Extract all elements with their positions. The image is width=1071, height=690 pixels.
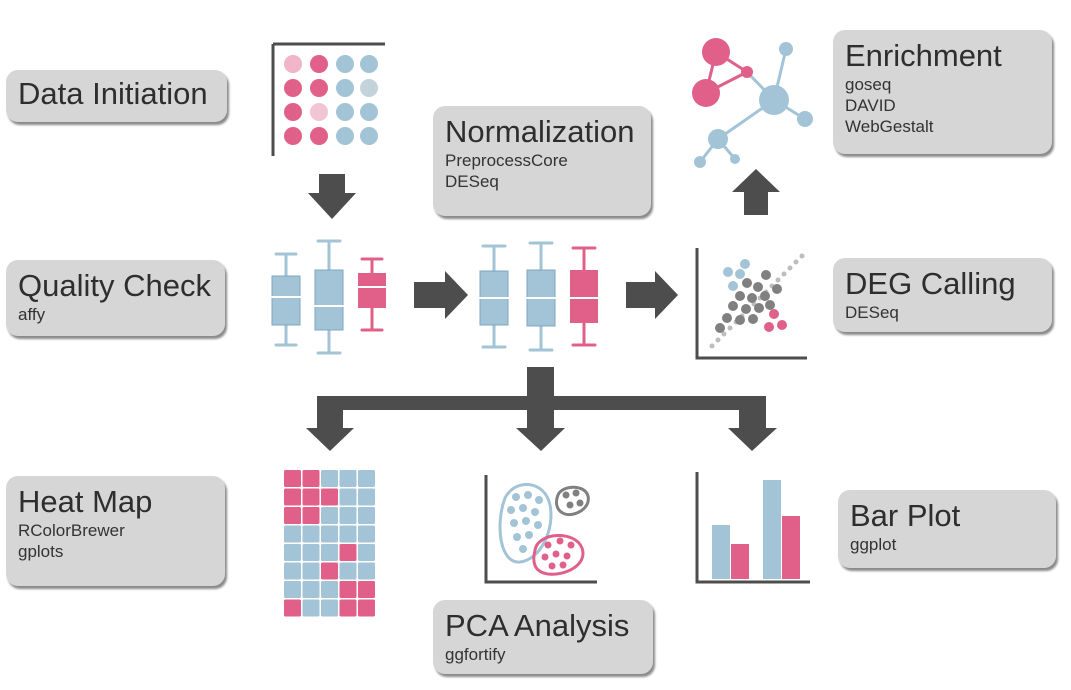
bar-plot-title: Bar Plot (850, 498, 961, 533)
deg-calling-title: DEG Calling (845, 266, 1016, 301)
normalization-tool-1: PreprocessCore (445, 151, 568, 170)
heatmap-cell (358, 544, 375, 561)
data-initiation-title: Data Initiation (18, 76, 208, 111)
heatmap-cell (339, 525, 357, 543)
heatmap-cell (284, 525, 301, 543)
heatmap-cell (339, 562, 357, 580)
enrichment-tool-1: goseq (845, 75, 892, 94)
heatmap-cell (284, 562, 301, 580)
normalization-box: Normalization PreprocessCore DESeq (433, 106, 651, 216)
scatter-deg-icon (695, 248, 807, 360)
heatmap-cell (358, 581, 375, 598)
heatmap-cell (321, 581, 338, 598)
heatmap-cell (358, 562, 375, 580)
heatmap-cell (339, 544, 357, 561)
pca-cluster-icon (484, 475, 597, 584)
heatmap-cell (284, 599, 301, 617)
heat-map-tool-1: RColorBrewer (18, 521, 125, 540)
enrichment-tool-2: DAVID (845, 96, 896, 115)
heatmap-cell (358, 488, 375, 506)
dot-matrix-icon (271, 42, 385, 156)
heatmap-cell (321, 544, 338, 561)
normalization-tool-2: DESeq (445, 172, 499, 191)
arrow-up-icon (732, 169, 780, 215)
heatmap-cell (321, 470, 338, 487)
heatmap-cell (284, 581, 301, 598)
bar-plot-box: Bar Plot ggplot (838, 490, 1056, 568)
boxplot-quality-icon (271, 239, 387, 355)
quality-check-box: Quality Check affy (6, 260, 225, 336)
arrow-right-1-icon (414, 271, 468, 319)
bar-plot-icon (695, 472, 810, 584)
heatmap-cell (321, 507, 338, 524)
heatmap-cell (321, 562, 338, 580)
heatmap-cell (302, 581, 320, 598)
enrichment-title: Enrichment (845, 38, 1002, 73)
data-initiation-box: Data Initiation (6, 70, 227, 122)
heat-map-box: Heat Map RColorBrewer gplots (6, 476, 225, 586)
pca-analysis-box: PCA Analysis ggfortify (433, 600, 653, 674)
heatmap-cell (284, 507, 301, 524)
heatmap-cell (358, 599, 375, 617)
enrichment-box: Enrichment goseq DAVID WebGestalt (833, 30, 1052, 154)
heatmap-cell (358, 470, 375, 487)
heatmap-cell (284, 470, 301, 487)
deg-calling-tool-1: DESeq (845, 303, 899, 322)
heatmap-cell (284, 488, 301, 506)
heat-map-title: Heat Map (18, 484, 153, 519)
pca-analysis-title: PCA Analysis (445, 608, 630, 643)
heatmap-grid-icon (284, 470, 375, 617)
heatmap-cell (358, 525, 375, 543)
heat-map-tool-2: gplots (18, 542, 64, 561)
heatmap-cell (321, 488, 338, 506)
heatmap-cell (302, 562, 320, 580)
quality-check-tool-1: affy (18, 305, 46, 324)
enrichment-tool-3: WebGestalt (845, 117, 934, 136)
arrow-down-1-icon (308, 174, 356, 219)
heatmap-cell (339, 488, 357, 506)
heatmap-cell (302, 507, 320, 524)
heatmap-cell (358, 507, 375, 524)
deg-calling-box: DEG Calling DESeq (833, 258, 1052, 332)
heatmap-cell (321, 599, 338, 617)
normalization-title: Normalization (445, 114, 635, 149)
branch-arrows-icon (306, 367, 777, 451)
heatmap-cell (302, 525, 320, 543)
pca-analysis-tool-1: ggfortify (445, 645, 506, 664)
heatmap-cell (302, 488, 320, 506)
heatmap-cell (339, 470, 357, 487)
bar-plot-tool-1: ggplot (850, 535, 897, 554)
heatmap-cell (339, 507, 357, 524)
network-icon (692, 38, 813, 168)
heatmap-cell (284, 544, 301, 561)
heatmap-cell (339, 581, 357, 598)
heatmap-cell (302, 470, 320, 487)
heatmap-cell (321, 525, 338, 543)
heatmap-cell (302, 544, 320, 561)
heatmap-cell (339, 599, 357, 617)
boxplot-normalized-icon (479, 241, 599, 352)
quality-check-title: Quality Check (18, 268, 211, 303)
heatmap-cell (302, 599, 320, 617)
arrow-right-2-icon (626, 271, 678, 319)
